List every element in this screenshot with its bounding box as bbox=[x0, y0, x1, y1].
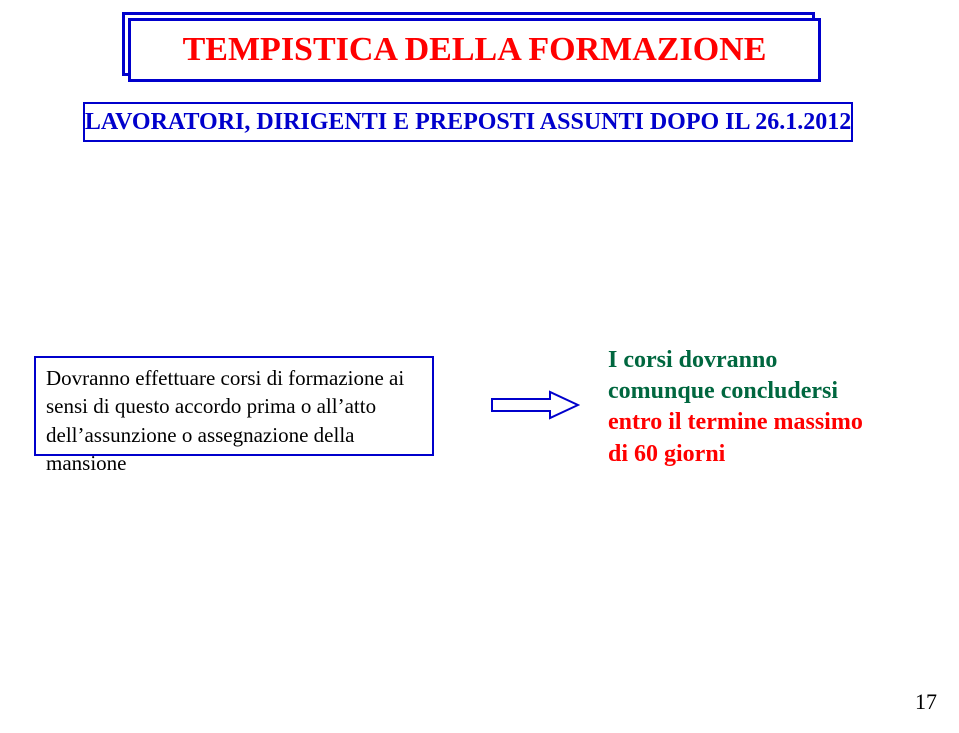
body-text-box: Dovranno effettuare corsi di formazione … bbox=[34, 356, 434, 456]
page-number: 17 bbox=[915, 689, 937, 715]
title-text: TEMPISTICA DELLA FORMAZIONE bbox=[183, 31, 767, 69]
body-text: Dovranno effettuare corsi di formazione … bbox=[46, 366, 404, 475]
title-box: TEMPISTICA DELLA FORMAZIONE bbox=[128, 18, 821, 82]
arrow-icon bbox=[490, 390, 580, 420]
callout-line-3: entro il termine massimo bbox=[608, 407, 910, 438]
subtitle-box: LAVORATORI, DIRIGENTI E PREPOSTI ASSUNTI… bbox=[83, 102, 853, 142]
callout-line-2: comunque concludersi bbox=[608, 376, 910, 407]
slide: TEMPISTICA DELLA FORMAZIONE LAVORATORI, … bbox=[0, 0, 959, 733]
subtitle-text: LAVORATORI, DIRIGENTI E PREPOSTI ASSUNTI… bbox=[85, 109, 851, 136]
callout-box: I corsi dovranno comunque concludersi en… bbox=[608, 345, 910, 470]
callout-line-1: I corsi dovranno bbox=[608, 345, 910, 376]
callout-line-4: di 60 giorni bbox=[608, 439, 910, 470]
